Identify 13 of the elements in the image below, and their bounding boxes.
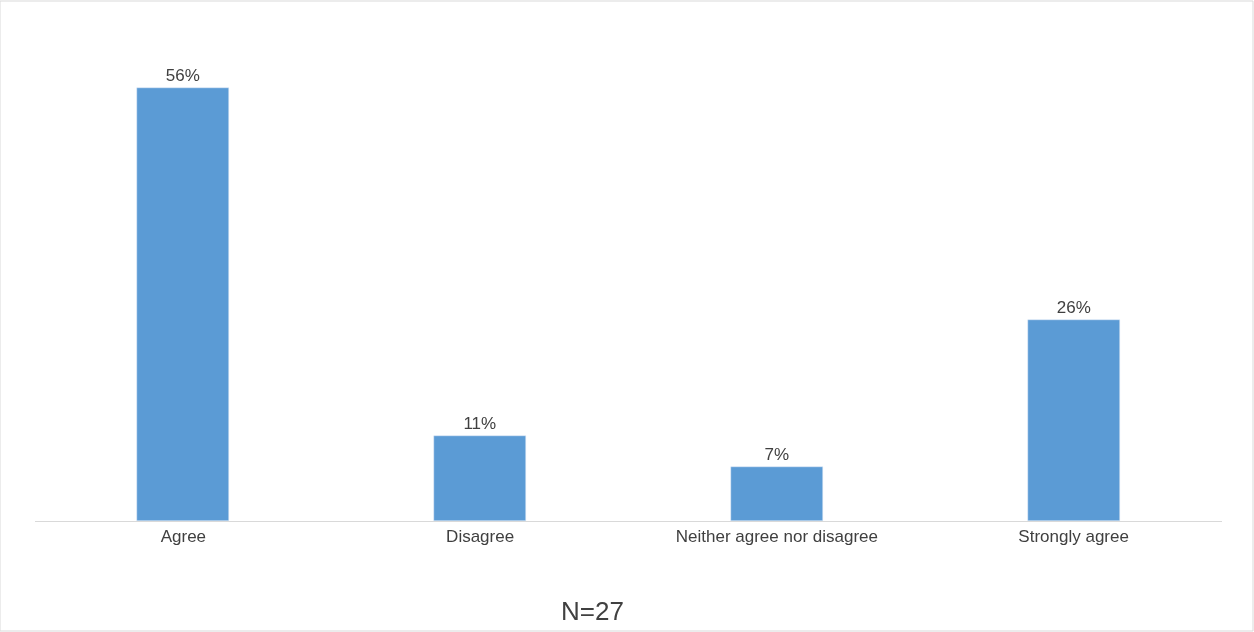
bar <box>1027 319 1120 521</box>
data-label: 56% <box>165 65 200 85</box>
x-tick-label: Neither agree nor disagree <box>675 527 878 547</box>
data-label: 26% <box>1056 297 1091 317</box>
bar <box>730 466 823 521</box>
x-tick-label: Disagree <box>446 527 515 547</box>
bar <box>136 87 229 521</box>
x-tick-label: Strongly agree <box>1018 527 1129 547</box>
data-label: 7% <box>764 444 790 464</box>
bar <box>433 435 526 521</box>
text: N=27 <box>561 596 624 626</box>
data-label: 11% <box>463 413 497 433</box>
x-tick-label: Agree <box>160 527 207 547</box>
